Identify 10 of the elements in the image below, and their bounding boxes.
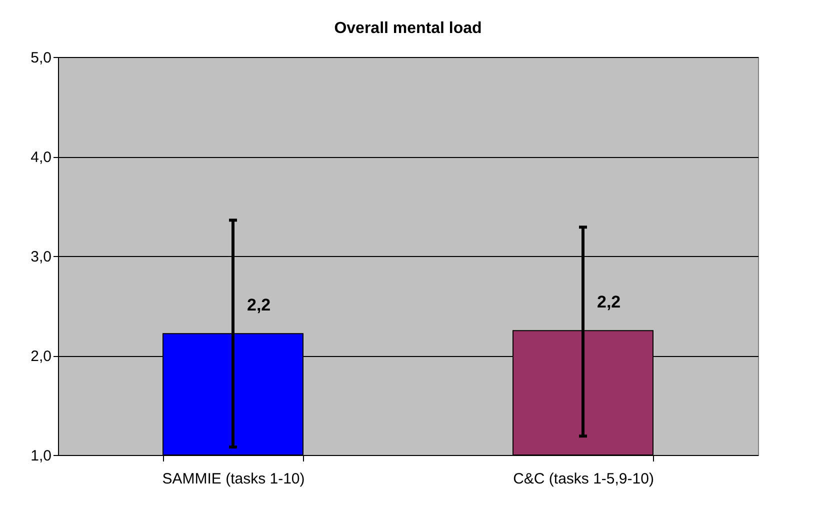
y-tick-label: 5,0 (30, 50, 52, 66)
y-tick-label: 4,0 (30, 149, 52, 166)
x-tick-label: C&C (tasks 1-5,9-10) (513, 470, 654, 488)
y-tick-label: 2,0 (30, 348, 52, 365)
data-label: 2,2 (247, 296, 271, 315)
y-tick-label: 3,0 (30, 248, 52, 266)
data-label: 2,2 (597, 292, 621, 312)
chart-title: Overall mental load (334, 20, 482, 37)
y-tick-label: 1,0 (30, 448, 52, 464)
x-tick-label: SAMMIE (tasks 1-10) (162, 470, 305, 488)
